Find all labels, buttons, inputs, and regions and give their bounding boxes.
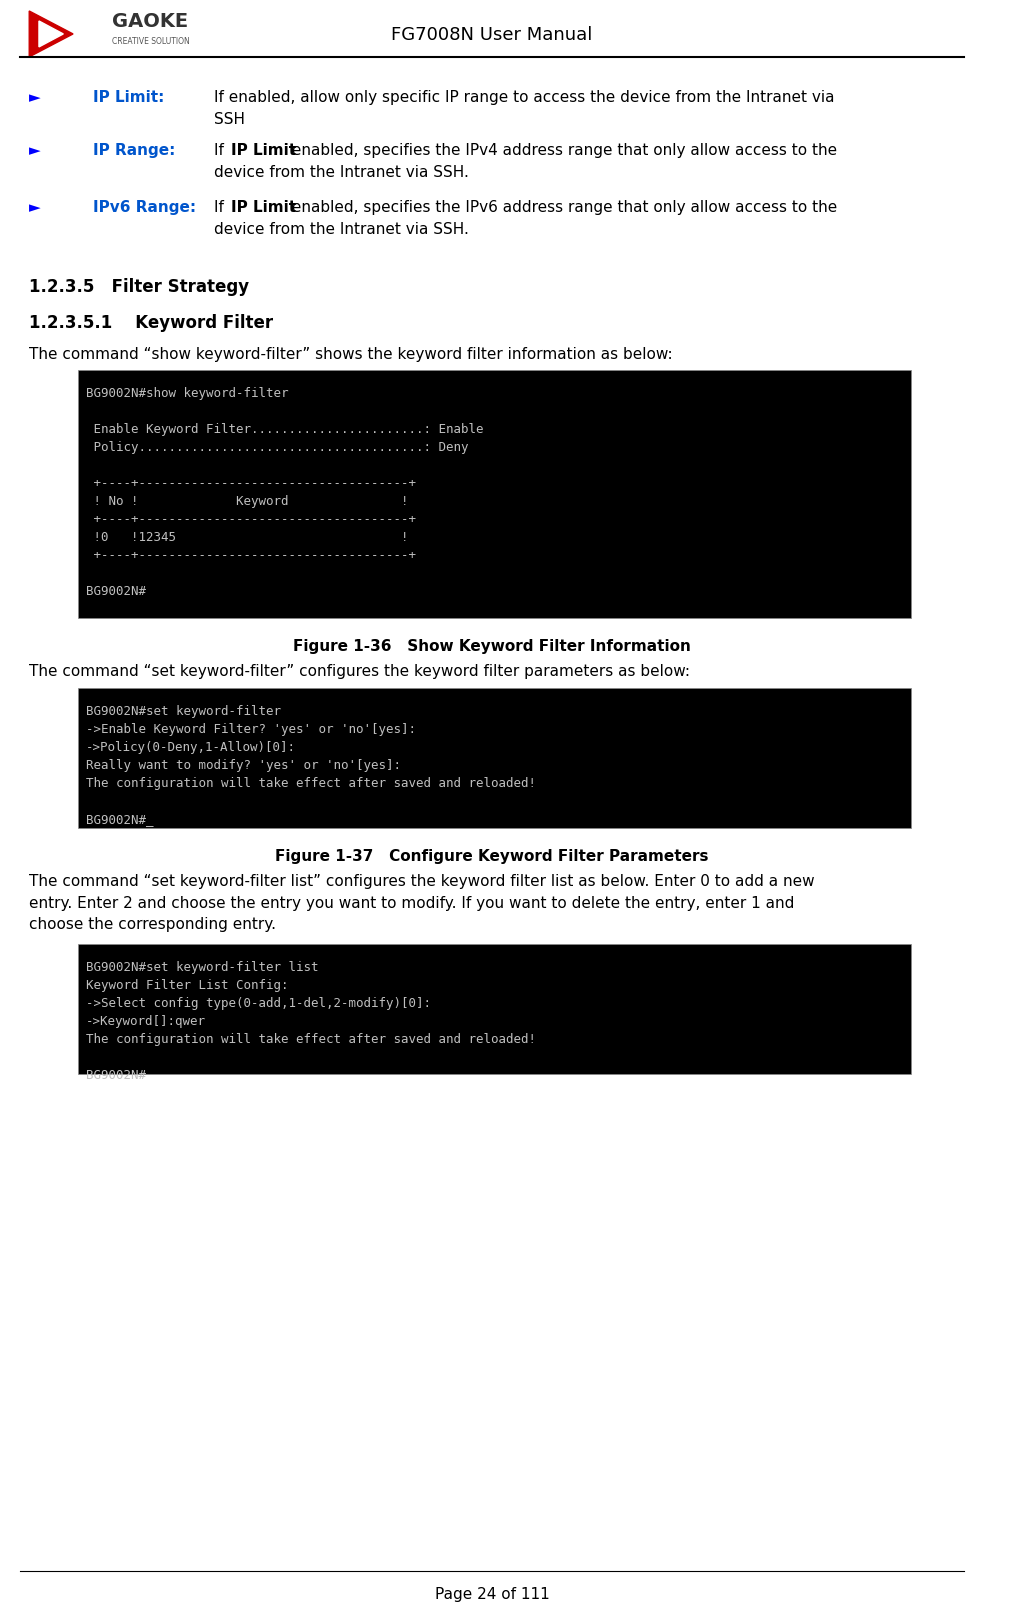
Text: entry. Enter 2 and choose the entry you want to modify. If you want to delete th: entry. Enter 2 and choose the entry you … [29,896,795,910]
Text: Figure 1-36   Show Keyword Filter Information: Figure 1-36 Show Keyword Filter Informat… [293,639,691,653]
Text: ! No !             Keyword               !: ! No ! Keyword ! [86,494,408,507]
Text: device from the Intranet via SSH.: device from the Intranet via SSH. [214,165,470,180]
Text: +----+------------------------------------+: +----+----------------------------------… [86,514,416,526]
Text: Figure 1-37   Configure Keyword Filter Parameters: Figure 1-37 Configure Keyword Filter Par… [275,847,709,863]
FancyBboxPatch shape [78,689,911,828]
Text: IP Limit: IP Limit [231,143,296,157]
Text: If enabled, allow only specific IP range to access the device from the Intranet : If enabled, allow only specific IP range… [214,90,835,104]
Polygon shape [29,11,73,58]
Text: BG9002N#set keyword-filter list: BG9002N#set keyword-filter list [86,961,318,974]
Text: ->Keyword[]:qwer: ->Keyword[]:qwer [86,1014,206,1027]
Text: Keyword Filter List Config:: Keyword Filter List Config: [86,979,288,992]
Polygon shape [39,22,64,48]
Text: enabled, specifies the IPv6 address range that only allow access to the: enabled, specifies the IPv6 address rang… [288,199,837,215]
Text: BG9002N#show keyword-filter: BG9002N#show keyword-filter [86,387,288,400]
Text: BG9002N#_: BG9002N#_ [86,812,154,825]
Text: 1.2.3.5.1    Keyword Filter: 1.2.3.5.1 Keyword Filter [29,315,274,332]
FancyBboxPatch shape [78,945,911,1074]
Text: 1.2.3.5   Filter Strategy: 1.2.3.5 Filter Strategy [29,278,249,295]
Text: IP Limit: IP Limit [231,199,296,215]
Text: GAOKE: GAOKE [112,13,188,32]
Text: The configuration will take effect after saved and reloaded!: The configuration will take effect after… [86,777,535,790]
Text: BG9002N#: BG9002N# [86,1069,145,1082]
Text: +----+------------------------------------+: +----+----------------------------------… [86,549,416,562]
Text: Really want to modify? 'yes' or 'no'[yes]:: Really want to modify? 'yes' or 'no'[yes… [86,758,401,772]
Text: BG9002N#: BG9002N# [86,584,145,597]
Text: Policy......................................: Deny: Policy..................................… [86,441,469,454]
Text: ►: ► [29,199,41,215]
Text: ►: ► [29,143,41,157]
FancyBboxPatch shape [78,371,911,618]
Text: IP Limit:: IP Limit: [93,90,164,104]
Text: enabled, specifies the IPv4 address range that only allow access to the: enabled, specifies the IPv4 address rang… [288,143,837,157]
Text: +----+------------------------------------+: +----+----------------------------------… [86,477,416,490]
Text: IP Range:: IP Range: [93,143,175,157]
Text: The configuration will take effect after saved and reloaded!: The configuration will take effect after… [86,1032,535,1045]
Text: ->Policy(0-Deny,1-Allow)[0]:: ->Policy(0-Deny,1-Allow)[0]: [86,740,296,753]
Text: device from the Intranet via SSH.: device from the Intranet via SSH. [214,221,470,236]
Text: ►: ► [29,90,41,104]
Text: choose the corresponding entry.: choose the corresponding entry. [29,916,276,933]
Text: If: If [214,143,229,157]
Text: ->Select config type(0-add,1-del,2-modify)[0]:: ->Select config type(0-add,1-del,2-modif… [86,997,430,1010]
Text: The command “set keyword-filter list” configures the keyword filter list as belo: The command “set keyword-filter list” co… [29,873,815,888]
Text: CREATIVE SOLUTION: CREATIVE SOLUTION [112,37,190,47]
Text: Enable Keyword Filter.......................: Enable: Enable Keyword Filter...................… [86,424,483,437]
Text: The command “show keyword-filter” shows the keyword filter information as below:: The command “show keyword-filter” shows … [29,347,673,363]
Text: FG7008N User Manual: FG7008N User Manual [391,26,593,43]
Text: If: If [214,199,229,215]
Text: IPv6 Range:: IPv6 Range: [93,199,196,215]
Text: SSH: SSH [214,112,245,127]
Text: The command “set keyword-filter” configures the keyword filter parameters as bel: The command “set keyword-filter” configu… [29,663,690,679]
Text: !0   !12345                              !: !0 !12345 ! [86,531,408,544]
Text: Page 24 of 111: Page 24 of 111 [434,1586,549,1602]
Text: ->Enable Keyword Filter? 'yes' or 'no'[yes]:: ->Enable Keyword Filter? 'yes' or 'no'[y… [86,722,416,735]
Text: BG9002N#set keyword-filter: BG9002N#set keyword-filter [86,705,281,717]
